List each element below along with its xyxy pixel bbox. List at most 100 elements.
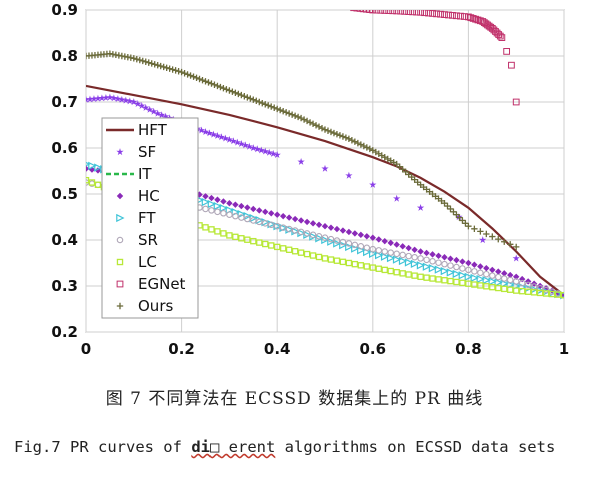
- data-point: [377, 10, 385, 14]
- data-point: [214, 82, 221, 90]
- data-point: [433, 10, 440, 18]
- data-point: [321, 255, 329, 262]
- data-point: [166, 65, 173, 72]
- data-point: [437, 10, 444, 18]
- legend-entry-sr: SR: [116, 231, 158, 249]
- data-point: [339, 227, 347, 234]
- y-tick-label: 0.5: [51, 185, 78, 203]
- data-point: [158, 111, 166, 119]
- data-point: [151, 61, 158, 68]
- data-point: [429, 258, 436, 265]
- data-point: [256, 98, 263, 106]
- data-point: [86, 165, 90, 172]
- data-point: [297, 249, 305, 256]
- data-point: [351, 244, 360, 253]
- data-point: [114, 95, 122, 103]
- data-point: [405, 244, 412, 252]
- legend-label: SF: [138, 143, 156, 161]
- data-point: [477, 282, 484, 289]
- data-point: [441, 11, 448, 18]
- data-point: [271, 104, 278, 111]
- data-point: [181, 70, 188, 77]
- data-point: [276, 106, 284, 114]
- data-point: [196, 75, 203, 83]
- data-point: [256, 207, 263, 214]
- legend-entry-hft: HFT: [106, 121, 168, 139]
- data-point: [453, 12, 460, 20]
- data-point: [411, 253, 418, 261]
- data-point: [351, 260, 359, 268]
- data-point: [232, 212, 239, 220]
- data-point: [369, 264, 377, 271]
- legend-swatch: [116, 280, 124, 288]
- data-point: [226, 87, 233, 94]
- data-point: [477, 263, 484, 270]
- data-point: [453, 211, 460, 218]
- data-point: [126, 97, 134, 105]
- data-point: [548, 287, 556, 294]
- data-point: [333, 131, 341, 138]
- data-point: [130, 55, 137, 62]
- data-point: [209, 130, 218, 138]
- data-point: [225, 135, 234, 143]
- data-point: [268, 103, 275, 110]
- data-point: [330, 129, 338, 137]
- data-point: [220, 230, 227, 237]
- data-point: [393, 194, 401, 202]
- data-point: [250, 237, 257, 245]
- data-point: [548, 290, 556, 298]
- data-point: [345, 242, 354, 252]
- data-point: [312, 122, 320, 129]
- data-point: [399, 270, 406, 277]
- data-point: [410, 259, 420, 269]
- data-point: [145, 59, 152, 66]
- data-point: [373, 10, 381, 14]
- data-point: [219, 203, 228, 213]
- data-point: [440, 266, 450, 276]
- data-point: [333, 257, 341, 264]
- data-point: [321, 234, 329, 241]
- data-point: [133, 55, 140, 63]
- data-point: [398, 256, 408, 266]
- data-point: [477, 269, 484, 277]
- data-point: [327, 256, 335, 263]
- data-point: [397, 10, 405, 15]
- data-point: [357, 243, 365, 250]
- data-point: [226, 232, 233, 239]
- data-point: [483, 230, 490, 238]
- data-point: [202, 193, 209, 200]
- data-point: [357, 262, 365, 269]
- data-point: [223, 86, 230, 93]
- data-point: [207, 199, 217, 209]
- x-tick-label: 1: [559, 340, 569, 358]
- data-point: [554, 291, 562, 298]
- data-point: [512, 287, 520, 294]
- data-point: [208, 194, 215, 202]
- data-point: [150, 107, 158, 115]
- data-point: [321, 235, 330, 245]
- data-point: [405, 252, 412, 260]
- data-point: [417, 248, 424, 255]
- data-point: [333, 225, 341, 233]
- legend-swatch: [116, 302, 124, 310]
- data-point: [392, 255, 402, 264]
- data-point: [102, 93, 110, 101]
- data-point: [536, 285, 544, 292]
- data-point: [244, 215, 251, 223]
- data-point: [213, 131, 222, 139]
- data-point: [354, 139, 362, 147]
- data-point: [333, 237, 341, 244]
- data-point: [232, 233, 239, 241]
- data-point: [86, 176, 90, 184]
- data-point: [508, 61, 515, 69]
- data-point: [483, 264, 490, 272]
- data-point: [450, 208, 457, 216]
- data-point: [495, 284, 502, 292]
- caption-en-glyph: □: [209, 438, 220, 456]
- data-point: [483, 283, 490, 290]
- data-point: [457, 12, 464, 20]
- data-point: [157, 62, 164, 70]
- data-point: [369, 245, 377, 253]
- data-point: [309, 252, 317, 259]
- caption-en-suffix: algorithms on ECSSD data sets: [275, 438, 556, 456]
